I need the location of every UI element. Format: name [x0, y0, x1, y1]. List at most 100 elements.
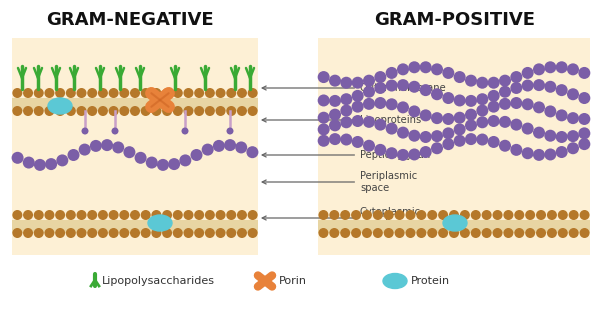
Circle shape [514, 210, 524, 220]
Circle shape [87, 106, 97, 116]
Circle shape [248, 210, 257, 220]
Text: GRAM-NEGATIVE: GRAM-NEGATIVE [46, 11, 214, 29]
Circle shape [130, 106, 140, 116]
Circle shape [194, 106, 204, 116]
Circle shape [98, 210, 108, 220]
Circle shape [558, 228, 568, 238]
Circle shape [55, 228, 65, 238]
Circle shape [556, 84, 568, 96]
Circle shape [352, 115, 364, 127]
Circle shape [329, 119, 341, 131]
Circle shape [386, 123, 398, 134]
Circle shape [340, 116, 352, 128]
Circle shape [454, 123, 466, 135]
Circle shape [511, 119, 523, 131]
Circle shape [363, 75, 375, 87]
Circle shape [191, 149, 203, 161]
Circle shape [397, 126, 409, 139]
Circle shape [79, 143, 91, 156]
Circle shape [173, 106, 183, 116]
Text: GRAM-POSITIVE: GRAM-POSITIVE [374, 11, 536, 29]
Circle shape [56, 154, 68, 166]
Circle shape [511, 71, 523, 83]
Circle shape [168, 158, 180, 170]
Circle shape [544, 149, 556, 160]
Circle shape [567, 88, 579, 100]
Circle shape [55, 210, 65, 220]
Circle shape [567, 142, 579, 154]
Circle shape [431, 63, 443, 75]
Circle shape [465, 108, 477, 121]
Circle shape [454, 112, 466, 124]
Circle shape [499, 86, 511, 98]
Circle shape [55, 88, 65, 98]
Circle shape [409, 81, 421, 93]
Circle shape [317, 123, 329, 135]
Circle shape [140, 210, 151, 220]
Circle shape [194, 210, 204, 220]
Circle shape [558, 210, 568, 220]
Circle shape [525, 210, 535, 220]
Circle shape [578, 67, 590, 79]
Circle shape [329, 133, 341, 145]
Circle shape [184, 210, 193, 220]
Circle shape [449, 228, 459, 238]
Circle shape [140, 228, 151, 238]
Circle shape [374, 97, 386, 109]
Circle shape [525, 228, 535, 238]
Circle shape [237, 88, 247, 98]
Circle shape [67, 149, 79, 161]
Circle shape [416, 228, 427, 238]
Circle shape [476, 116, 488, 128]
Circle shape [319, 210, 328, 220]
Text: Cytoplasmic
membrane: Cytoplasmic membrane [262, 207, 421, 229]
Ellipse shape [148, 215, 172, 231]
Circle shape [124, 146, 136, 158]
Circle shape [119, 88, 130, 98]
Circle shape [578, 127, 590, 139]
Circle shape [226, 228, 236, 238]
Circle shape [419, 61, 431, 73]
Circle shape [77, 88, 86, 98]
Circle shape [77, 106, 86, 116]
Ellipse shape [48, 98, 72, 114]
Circle shape [471, 210, 481, 220]
Circle shape [521, 80, 533, 91]
Circle shape [363, 116, 375, 128]
Circle shape [173, 228, 183, 238]
Circle shape [533, 79, 545, 91]
Circle shape [87, 88, 97, 98]
Circle shape [34, 106, 44, 116]
Circle shape [66, 228, 76, 238]
Circle shape [397, 101, 409, 113]
Circle shape [317, 71, 329, 83]
Circle shape [374, 82, 386, 94]
Circle shape [460, 228, 470, 238]
Circle shape [547, 210, 557, 220]
Circle shape [329, 108, 341, 121]
Circle shape [237, 228, 247, 238]
Circle shape [384, 228, 394, 238]
Bar [318, 220, 590, 233]
Circle shape [419, 84, 431, 96]
Circle shape [130, 88, 140, 98]
Circle shape [248, 106, 257, 116]
Text: Periplasmic
space: Periplasmic space [262, 171, 417, 193]
Circle shape [569, 210, 578, 220]
Circle shape [431, 112, 443, 124]
Circle shape [556, 146, 568, 158]
Circle shape [13, 210, 22, 220]
Circle shape [567, 130, 579, 142]
Circle shape [205, 210, 215, 220]
Circle shape [173, 210, 183, 220]
Circle shape [55, 106, 65, 116]
Circle shape [442, 92, 454, 104]
Circle shape [454, 135, 466, 147]
Circle shape [438, 210, 448, 220]
Circle shape [202, 143, 214, 156]
Circle shape [427, 228, 437, 238]
Circle shape [109, 88, 119, 98]
Circle shape [340, 77, 352, 89]
Circle shape [578, 92, 590, 104]
Circle shape [363, 98, 375, 110]
